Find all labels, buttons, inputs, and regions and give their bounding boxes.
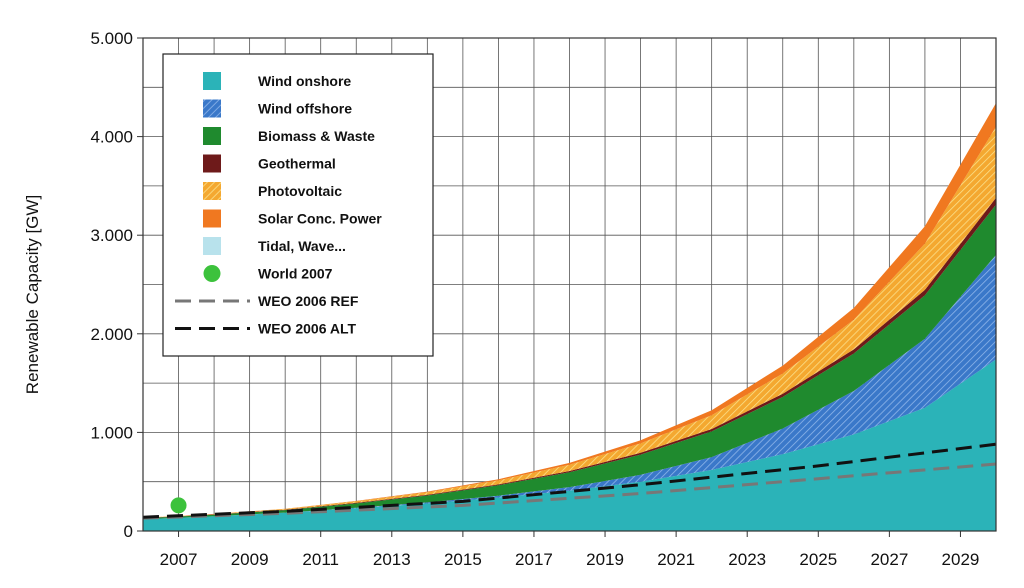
area-wind-onshore (143, 359, 996, 531)
legend-label-weo-2006-alt: WEO 2006 ALT (258, 321, 356, 337)
reference-lines (142, 442, 997, 520)
x-tick-label: 2019 (586, 550, 624, 569)
x-tick-label: 2023 (728, 550, 766, 569)
legend-label-geothermal: Geothermal (258, 156, 336, 172)
x-tick-label: 2013 (373, 550, 411, 569)
line-weo-2006-alt (142, 442, 997, 519)
line-weo-2006-ref (142, 462, 997, 520)
legend-label-tidal-wave: Tidal, Wave... (258, 238, 346, 254)
y-tick-label: 5.000 (90, 29, 133, 48)
legend-label-solar-conc-power: Solar Conc. Power (258, 211, 382, 227)
y-tick-label: 0 (124, 522, 133, 541)
x-tick-label: 2015 (444, 550, 482, 569)
x-tick-label: 2021 (657, 550, 695, 569)
stacked-areas (143, 103, 996, 531)
y-axis-label: Renewable Capacity [GW] (23, 195, 42, 394)
legend-label-photovoltaic: Photovoltaic (258, 183, 342, 199)
y-tick-label: 1.000 (90, 423, 133, 442)
y-tick-label: 4.000 (90, 128, 133, 147)
x-tick-label: 2025 (799, 550, 837, 569)
x-tick-label: 2007 (160, 550, 198, 569)
plot-frame (142, 37, 997, 532)
legend-label-wind-offshore: Wind offshore (258, 101, 352, 117)
y-tick-label: 3.000 (90, 226, 133, 245)
legend-swatch-tidal-wave (203, 237, 221, 255)
y-tick-label: 2.000 (90, 325, 133, 344)
legend-swatch-wind-onshore (203, 72, 221, 90)
y-axis-ticks: 0 1.000 2.000 3.000 4.000 5.000 (90, 29, 143, 541)
legend-swatch-solar-conc-power (203, 209, 221, 228)
area-wind-offshore (143, 254, 996, 520)
x-tick-label: 2009 (231, 550, 269, 569)
data-points (170, 497, 187, 514)
x-tick-label: 2029 (942, 550, 980, 569)
legend-swatch-geothermal (203, 154, 221, 173)
legend-label-wind-onshore: Wind onshore (258, 73, 351, 89)
x-tick-label: 2017 (515, 550, 553, 569)
x-axis-ticks: 2007 2009 2011 2013 2015 2017 2019 2021 2023 2025… (160, 531, 980, 569)
point-world-2007 (170, 497, 187, 514)
legend-label-weo-2006-ref: WEO 2006 REF (258, 293, 359, 309)
legend-label-world-2007: World 2007 (258, 266, 333, 282)
legend: Wind onshore Wind offshore Biomass & Waste… (162, 53, 434, 357)
legend-swatch-wind-offshore (203, 99, 221, 118)
legend-swatch-photovoltaic (203, 182, 221, 200)
x-tick-label: 2027 (870, 550, 908, 569)
legend-label-biomass-waste: Biomass & Waste (258, 128, 375, 144)
legend-marker-world-2007 (203, 265, 221, 282)
legend-box (162, 53, 434, 357)
x-tick-label: 2011 (302, 550, 339, 569)
legend-swatch-biomass-waste (203, 127, 221, 145)
